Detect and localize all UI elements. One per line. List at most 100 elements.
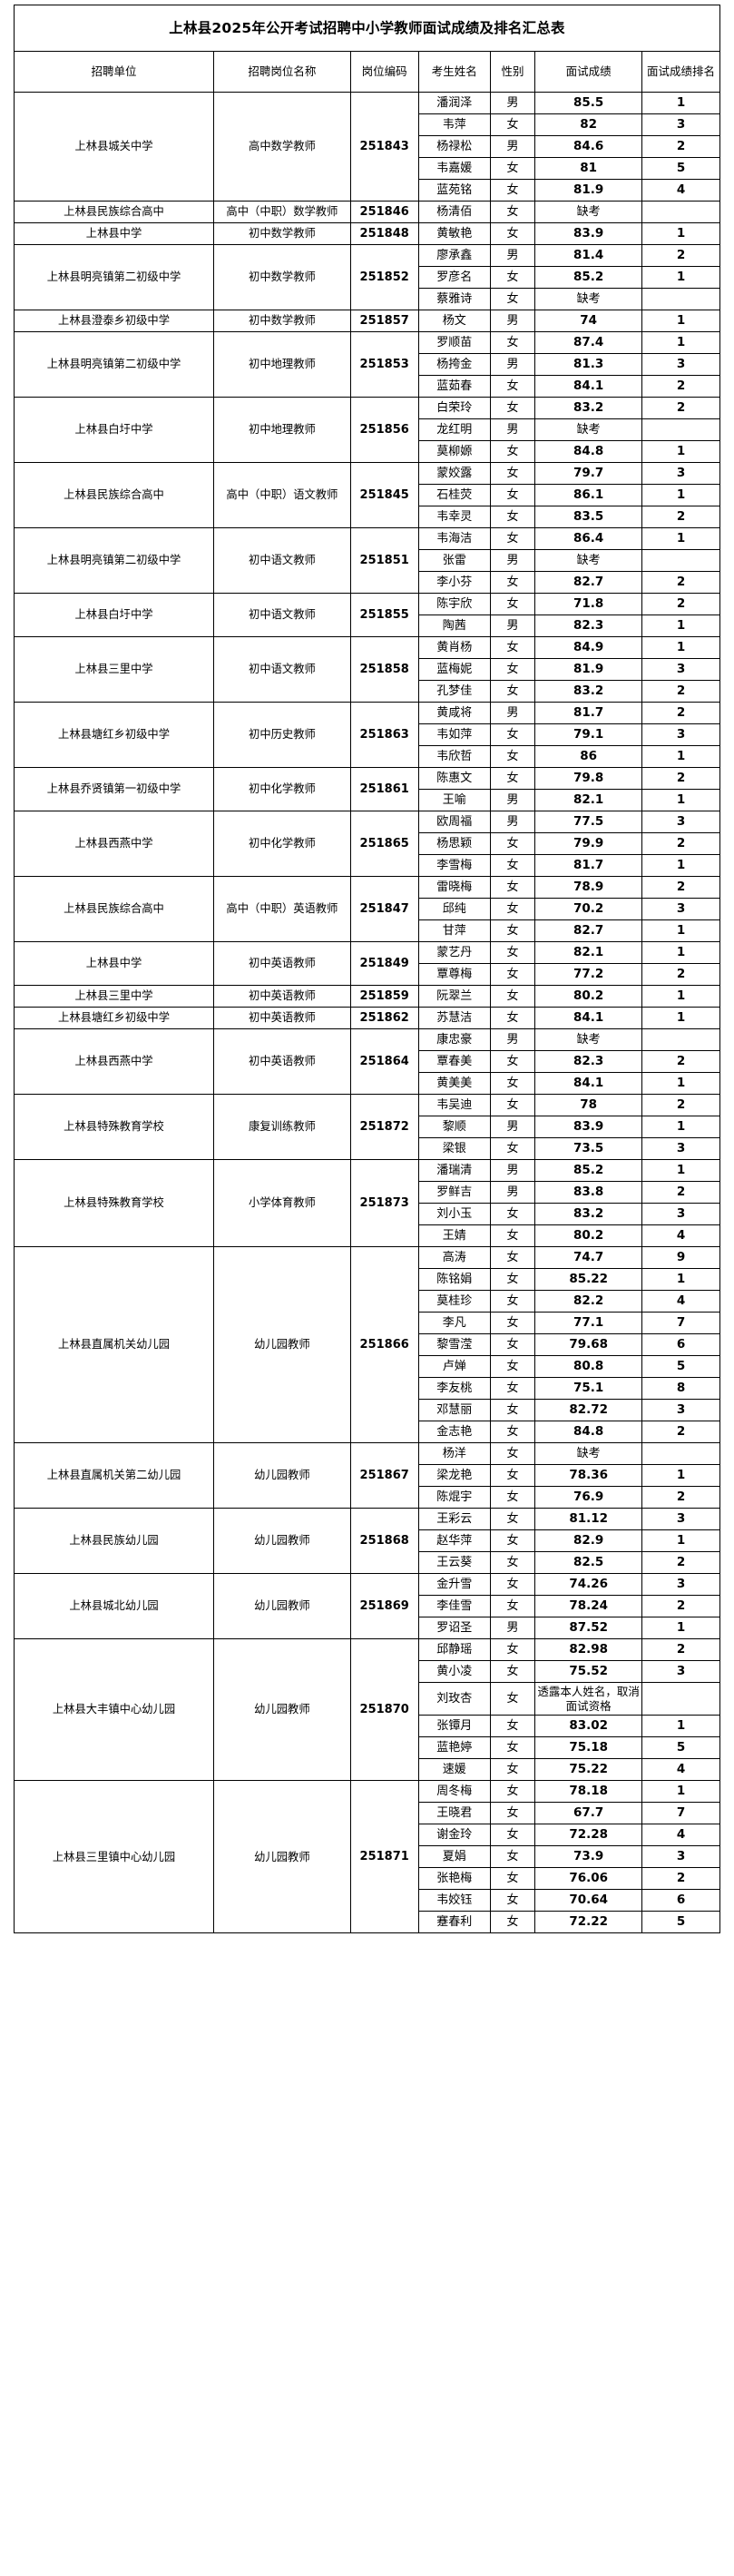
table-row: 上林县民族综合高中 高中（中职）语文教师 251845 蒙姣露女 79.7 3 — [13, 462, 720, 528]
cell-unit: 上林县直属机关第二幼儿园 — [13, 1442, 215, 1509]
cell-interview-score: 84.1 — [534, 1072, 643, 1095]
cell-candidate-name: 邱静瑶 — [417, 1638, 491, 1661]
cell-rank: 1 — [641, 1529, 720, 1552]
cell-candidate-name: 蓝艳婷 — [417, 1736, 491, 1760]
cell-rank: 2 — [641, 244, 720, 267]
column-header-score: 面试成绩 — [534, 51, 643, 93]
cell-gender: 男 — [489, 135, 536, 158]
cell-candidate-name: 莫柳嫄 — [417, 440, 491, 463]
cell-candidate-name: 李凡 — [417, 1312, 491, 1334]
cell-interview-score: 84.8 — [534, 1421, 643, 1443]
cell-candidate-name: 黎雪滢 — [417, 1333, 491, 1356]
cell-interview-score: 83.9 — [534, 1116, 643, 1138]
cell-interview-score: 87.52 — [534, 1617, 643, 1639]
cell-interview-score: 80.8 — [534, 1355, 643, 1378]
cell-post: 幼儿园教师 — [213, 1246, 351, 1443]
cell-gender: 女 — [489, 1094, 536, 1116]
cell-candidate-name: 康忠豪 — [417, 1028, 491, 1051]
cell-candidate-name: 石桂荧 — [417, 484, 491, 506]
cell-interview-score: 81.9 — [534, 179, 643, 202]
table-row: 龙红明男缺考 — [15, 418, 720, 441]
table-row: 上林县城北幼儿园 幼儿园教师 251869 金升雪女 74.26 3 — [13, 1573, 720, 1639]
cell-rank: 4 — [641, 1224, 720, 1247]
table-row: 陈焜宇女 76.9 2 — [15, 1486, 720, 1509]
cell-code: 251856 — [349, 397, 419, 463]
cell-candidate-name: 张艳梅 — [417, 1867, 491, 1891]
cell-gender: 女 — [489, 571, 536, 594]
cell-gender: 女 — [489, 1290, 536, 1313]
cell-candidate-name: 金志艳 — [417, 1421, 491, 1443]
cell-interview-score: 74.26 — [534, 1573, 643, 1596]
cell-interview-score: 缺考 — [534, 418, 643, 441]
cell-interview-score: 82.98 — [534, 1638, 643, 1661]
table-row: 上林县三里中学 初中语文教师 251858 黄肖杨女 84.9 1 — [13, 636, 720, 703]
cell-post: 初中地理教师 — [213, 397, 351, 463]
cell-rank: 3 — [641, 658, 720, 681]
column-header-rank: 面试成绩排名 — [641, 51, 720, 93]
cell-gender: 女 — [489, 1224, 536, 1247]
cell-candidate-name: 蒙艺丹 — [417, 941, 491, 964]
cell-rank: 1 — [641, 527, 720, 550]
cell-gender: 女 — [489, 985, 536, 1008]
cell-interview-score: 85.5 — [534, 92, 643, 114]
cell-candidate-name: 王彩云 — [417, 1508, 491, 1530]
cell-gender: 女 — [489, 462, 536, 485]
cell-code: 251867 — [349, 1442, 419, 1509]
cell-code: 251853 — [349, 331, 419, 398]
cell-post: 幼儿园教师 — [213, 1508, 351, 1574]
cell-interview-score: 75.22 — [534, 1758, 643, 1782]
cell-rank: 1 — [641, 745, 720, 768]
cell-candidate-name: 黎顺 — [417, 1116, 491, 1138]
cell-rank: 2 — [641, 1181, 720, 1204]
table-row: 上林县城关中学 高中数学教师 251843 潘润泽男 85.5 1 — [13, 92, 720, 202]
cell-interview-score: 78.18 — [534, 1780, 643, 1804]
table-row: 杨禄松男 84.6 2 — [15, 135, 720, 158]
cell-interview-score: 81 — [534, 157, 643, 180]
cell-interview-score: 79.7 — [534, 462, 643, 485]
cell-gender: 男 — [489, 1181, 536, 1204]
cell-unit: 上林县民族综合高中 — [13, 201, 215, 223]
cell-candidate-name: 陈焜宇 — [417, 1486, 491, 1509]
cell-candidate-name: 罗诏圣 — [417, 1617, 491, 1639]
table-row: 蓝梅妮女 81.9 3 — [15, 658, 720, 681]
cell-candidate-name: 黄咸将 — [417, 702, 491, 724]
cell-gender: 男 — [489, 310, 536, 332]
table-row: 上林县特殊教育学校 小学体育教师 251873 潘瑞清男 85.2 1 — [13, 1159, 720, 1247]
cell-rank: 2 — [641, 1094, 720, 1116]
cell-unit: 上林县三里中学 — [13, 985, 215, 1008]
column-header-code: 岗位编码 — [349, 51, 419, 93]
table-row: 上林县明亮镇第二初级中学 初中语文教师 251851 韦海洁女 86.4 1 — [13, 527, 720, 594]
cell-gender: 男 — [489, 418, 536, 441]
cell-gender: 女 — [489, 1137, 536, 1160]
table-row: 金志艳女 84.8 2 — [15, 1421, 720, 1443]
cell-rank: 1 — [641, 1159, 720, 1182]
cell-rank: 1 — [641, 1715, 720, 1738]
cell-interview-score: 82.5 — [534, 1551, 643, 1574]
cell-rank: 2 — [641, 1050, 720, 1073]
table-row: 罗鲜吉男 83.8 2 — [15, 1181, 720, 1204]
cell-candidate-name: 杨挎金 — [417, 353, 491, 376]
cell-interview-score: 缺考 — [534, 201, 643, 223]
cell-rank: 8 — [641, 1377, 720, 1400]
cell-candidate-name: 黄美美 — [417, 1072, 491, 1095]
cell-code: 251857 — [349, 310, 419, 332]
cell-gender: 男 — [489, 789, 536, 811]
table-row: 莫桂珍女 82.2 4 — [15, 1290, 720, 1313]
cell-gender: 女 — [489, 527, 536, 550]
cell-gender: 女 — [489, 1050, 536, 1073]
cell-interview-score: 82.7 — [534, 919, 643, 942]
cell-rank: 1 — [641, 615, 720, 637]
table-row: 上林县澄泰乡初级中学 初中数学教师 251857 杨文男 74 1 — [13, 310, 720, 332]
cell-rank — [641, 201, 720, 223]
cell-gender: 女 — [489, 658, 536, 681]
cell-post: 幼儿园教师 — [213, 1573, 351, 1639]
cell-candidate-name: 韦嘉媛 — [417, 157, 491, 180]
cell-interview-score: 79.9 — [534, 832, 643, 855]
cell-gender: 女 — [489, 1399, 536, 1421]
cell-rank: 1 — [641, 1780, 720, 1804]
cell-post: 高中（中职）数学教师 — [213, 201, 351, 223]
table-row: 韦嘉媛女 81 5 — [15, 157, 720, 180]
cell-interview-score: 75.1 — [534, 1377, 643, 1400]
cell-rank: 1 — [641, 941, 720, 964]
cell-unit: 上林县白圩中学 — [13, 397, 215, 463]
